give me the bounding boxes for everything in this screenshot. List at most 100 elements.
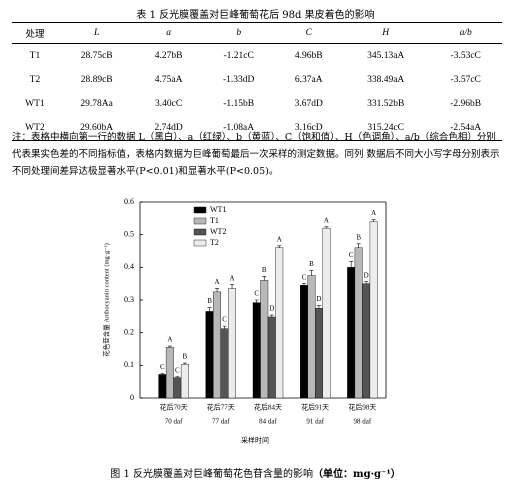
- header-cell: H: [341, 22, 430, 44]
- table-cell: 4.75aA: [154, 75, 183, 85]
- error-bar: [160, 373, 165, 375]
- table-row: T2 28.89cB 4.75aA -1.33dD 6.37aA 338.49aA -3.5…: [12, 68, 502, 92]
- table-cell: 3.67dD: [294, 99, 323, 109]
- table-cell: -3.53cC: [450, 51, 481, 61]
- y-tick-label: 0.6: [124, 197, 134, 206]
- legend-swatch: [193, 239, 207, 247]
- y-tick-label: 0.3: [124, 295, 134, 304]
- error-bar: [356, 243, 361, 248]
- table-cell: 28.89cB: [80, 75, 113, 85]
- table-cell: -1.33dD: [222, 75, 255, 85]
- table-cell: 29.60bA: [80, 123, 114, 133]
- bar: [260, 280, 269, 399]
- significance-letter: B: [183, 353, 188, 361]
- significance-letter: B: [356, 233, 361, 241]
- legend-swatch: [193, 206, 207, 214]
- y-tick-label: 0.4: [124, 262, 134, 271]
- bar: [228, 288, 237, 399]
- x-tick-label-en: 70 daf: [165, 418, 183, 426]
- legend-swatch: [193, 217, 207, 225]
- table-cell: 28.75cB: [80, 51, 113, 61]
- bar: [205, 311, 214, 399]
- legend-swatch: [193, 228, 207, 236]
- x-tick-label: 花后70天: [160, 403, 188, 412]
- significance-letter: B: [207, 297, 212, 305]
- x-tick-label: 花后84天: [254, 403, 282, 412]
- header-cell: 处理: [12, 22, 58, 44]
- bar: [220, 328, 229, 399]
- significance-letter: C: [160, 363, 165, 371]
- table-cell: 338.49aA: [367, 75, 405, 85]
- table-row: WT2 29.60bA 2.74dD -1.08aA 3.16cD 315.24cC -2.…: [12, 116, 502, 141]
- bar: [213, 291, 222, 399]
- error-bar: [371, 219, 376, 222]
- significance-letter: B: [309, 260, 314, 268]
- significance-letter: A: [167, 336, 172, 344]
- table-cell: 4.96bB: [294, 51, 323, 61]
- bar: [267, 316, 276, 399]
- table-cell: T1: [29, 51, 41, 61]
- table-cell: 331.52bB: [367, 99, 405, 109]
- significance-letter: C: [254, 290, 259, 298]
- bar: [347, 267, 356, 399]
- x-tick-label-en: 84 daf: [259, 418, 277, 426]
- bar: [362, 283, 371, 399]
- x-tick-label-en: 77 daf: [212, 418, 230, 426]
- x-tick-label-en: 91 daf: [306, 418, 324, 426]
- x-axis-label: 采样时间: [241, 436, 269, 445]
- bar: [369, 221, 378, 399]
- significance-letter: C: [222, 316, 227, 324]
- error-bar: [262, 276, 267, 281]
- error-bar: [175, 376, 180, 378]
- significance-letter: D: [269, 305, 274, 313]
- table-row: WT1 29.78Aa 3.40cC -1.15bB 3.67dD 331.52bB -2.…: [12, 92, 502, 116]
- significance-letter: A: [371, 209, 376, 217]
- error-bar: [167, 345, 172, 348]
- table-cell: -1.15bB: [223, 99, 255, 109]
- y-axis-label: 花色苷含量 Anthocyanin content (mg·g⁻¹): [101, 243, 110, 357]
- legend-label: WT1: [210, 205, 226, 214]
- caption-text: 图 1 反光膜覆盖对巨峰葡萄花色苷含量的影响: [110, 469, 313, 480]
- header-cell: L: [57, 22, 136, 44]
- error-bar: [364, 281, 369, 284]
- table-cell: -2.96bB: [450, 99, 482, 109]
- header-cell: a/b: [429, 22, 502, 44]
- table-cell: 3.40cC: [155, 99, 183, 109]
- error-bar: [277, 245, 282, 248]
- bar: [354, 247, 363, 399]
- header-cell: a: [135, 22, 202, 44]
- error-bar: [207, 307, 212, 312]
- error-bar: [301, 283, 306, 286]
- legend-label: T1: [210, 216, 219, 225]
- bar: [252, 302, 261, 399]
- y-tick-label: 0: [130, 393, 134, 402]
- table-cell: T2: [29, 75, 41, 85]
- significance-letter: A: [277, 235, 282, 243]
- bar: [165, 347, 174, 399]
- table-row: T1 28.75cB 4.27bB -1.21cC 4.96bB 345.13aA -3.5…: [12, 44, 502, 69]
- bar: [158, 374, 167, 399]
- table-cell: 6.37aA: [294, 75, 323, 85]
- table-cell: 315.24cC: [367, 123, 405, 133]
- y-tick-label: 0.1: [124, 360, 134, 369]
- table-note: 注：表格中横向第一行的数据 L（黑白）、a（红绿）、b（黄蓝）、C（饱和值）、H…: [12, 132, 500, 177]
- bar: [300, 285, 308, 399]
- header-cell: C: [275, 22, 342, 44]
- error-bar: [230, 284, 235, 289]
- caption-unit: （单位：mg·g⁻¹）: [313, 469, 401, 480]
- x-tick-label: 花后98天: [348, 403, 376, 412]
- error-bar: [215, 288, 220, 292]
- table-cell: -3.57cC: [450, 75, 481, 85]
- significance-letter: A: [230, 274, 235, 282]
- table-cell: 2.74dD: [154, 123, 183, 133]
- x-tick-label-en: 98 daf: [354, 418, 372, 426]
- error-bar: [254, 299, 259, 303]
- bar: [275, 247, 284, 399]
- figure-caption: 图 1 反光膜覆盖对巨峰葡萄花色苷含量的影响（单位：mg·g⁻¹）: [0, 465, 511, 480]
- bar: [315, 307, 323, 399]
- significance-letter: C: [302, 273, 307, 281]
- y-tick-label: 0.5: [124, 229, 134, 238]
- significance-letter: A: [215, 278, 220, 286]
- table-cell: -1.21cC: [223, 51, 254, 61]
